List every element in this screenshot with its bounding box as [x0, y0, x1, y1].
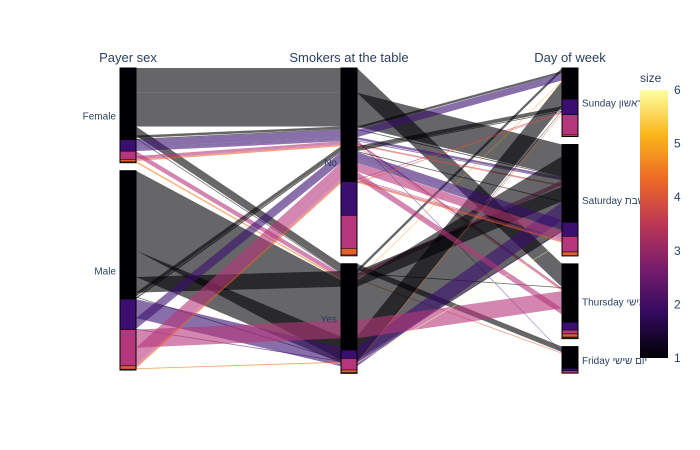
ribbon-size-1	[136, 186, 562, 293]
category-bar-segment-size-1	[119, 170, 137, 300]
axis-title-payer-sex: Payer sex	[99, 50, 157, 65]
category-label: Yes	[321, 315, 337, 326]
colorbar-gradient	[640, 90, 668, 358]
category-payer-sex-female: Female	[83, 67, 137, 164]
category-bar-segment-size-3	[119, 150, 137, 160]
category-bar-outline	[340, 263, 358, 374]
ribbon-size-1	[136, 126, 562, 353]
category-bar-segment-size-2	[561, 98, 579, 115]
category-bar-segment-size-2	[340, 181, 358, 216]
category-bar-segment-size-2	[119, 139, 137, 152]
category-bar-outline	[561, 263, 579, 340]
category-day-of-week-saturday: Saturday יום שבת	[561, 144, 660, 257]
category-bar-segment-size-3	[119, 329, 137, 367]
colorbar-tick-label: 3	[674, 244, 681, 258]
axis-title-smokers-at-the-table: Smokers at the table	[289, 50, 408, 65]
category-label: No	[324, 158, 337, 169]
colorbar-tick-label: 6	[674, 83, 681, 97]
category-bar-outline	[561, 67, 579, 138]
colorbar-title: size	[640, 71, 662, 85]
category-label: Thursday יום חמישי	[582, 297, 667, 308]
colorbar-tick-label: 4	[674, 190, 681, 204]
axis-smokers-at-the-table: Smokers at the table No Yes	[289, 50, 409, 374]
category-bar-segment-size-3	[561, 114, 579, 136]
category-bar-segment-size-1	[340, 67, 358, 182]
category-bar-segment-size-4	[340, 369, 358, 373]
category-bar-outline	[340, 67, 358, 257]
category-bar-segment-size-2	[561, 322, 579, 331]
category-smokers-at-the-table-no: No	[324, 67, 358, 257]
category-payer-sex-male: Male	[94, 170, 137, 371]
category-bar-segment-size-4	[340, 248, 358, 256]
colorbar-tick-label: 5	[674, 137, 681, 151]
category-bar-segment-size-1	[119, 67, 137, 140]
category-bar-segment-size-4	[561, 251, 579, 257]
category-bar-segment-size-3	[340, 358, 358, 371]
category-bar-segment-size-2	[119, 298, 137, 330]
category-bar-outline	[561, 346, 579, 374]
category-bar-outline	[561, 144, 579, 257]
category-bar-segment-size-2	[561, 222, 579, 237]
category-bar-segment-size-1	[561, 263, 579, 323]
category-bar-segment-size-3	[340, 215, 358, 249]
axis-title-day-of-week: Day of week	[534, 50, 606, 65]
axis-payer-sex: Payer sex Female Male	[83, 50, 157, 371]
category-bar-segment-size-2	[340, 349, 358, 359]
ribbon-size-3	[136, 291, 562, 348]
category-bar-outline	[119, 67, 137, 164]
category-label: Sunday יום ראשון	[582, 98, 657, 109]
ribbons-layer	[136, 68, 562, 370]
category-label: Friday יום שישי	[582, 356, 647, 367]
category-bar-segment-size-4	[561, 333, 579, 338]
category-bar-segment-size-3	[561, 236, 579, 253]
colorbar-tick-label: 2	[674, 297, 681, 311]
category-bar-segment-size-4	[119, 159, 137, 163]
ribbon-size-1	[136, 92, 562, 177]
category-label: Saturday יום שבת	[582, 196, 660, 207]
category-bar-segment-size-4	[119, 365, 137, 370]
category-day-of-week-friday: Friday יום שישי	[561, 346, 647, 374]
category-bar-segment-size-1	[561, 144, 579, 223]
category-bar-segment-size-1	[561, 67, 579, 100]
category-bar-outline	[119, 170, 137, 371]
ribbon-size-2	[136, 73, 562, 148]
ribbon-size-1	[136, 68, 562, 288]
category-bar-segment-size-3	[561, 329, 579, 335]
colorbar: size 1 2 3 4 5 6	[640, 71, 681, 365]
category-label: Female	[83, 111, 117, 122]
category-bar-segment-size-1	[340, 263, 358, 351]
category-bar-segment-size-2	[561, 368, 579, 372]
axis-day-of-week: Day of week Sunday יום ראשון Saturday יום …	[534, 50, 667, 374]
category-smokers-at-the-table-yes: Yes	[321, 263, 358, 374]
category-day-of-week-thursday: Thursday יום חמישי	[561, 263, 667, 340]
colorbar-tick-label: 1	[674, 351, 681, 365]
category-bar-segment-size-1	[561, 346, 579, 369]
category-day-of-week-sunday: Sunday יום ראשון	[561, 67, 657, 138]
category-label: Male	[94, 266, 116, 277]
